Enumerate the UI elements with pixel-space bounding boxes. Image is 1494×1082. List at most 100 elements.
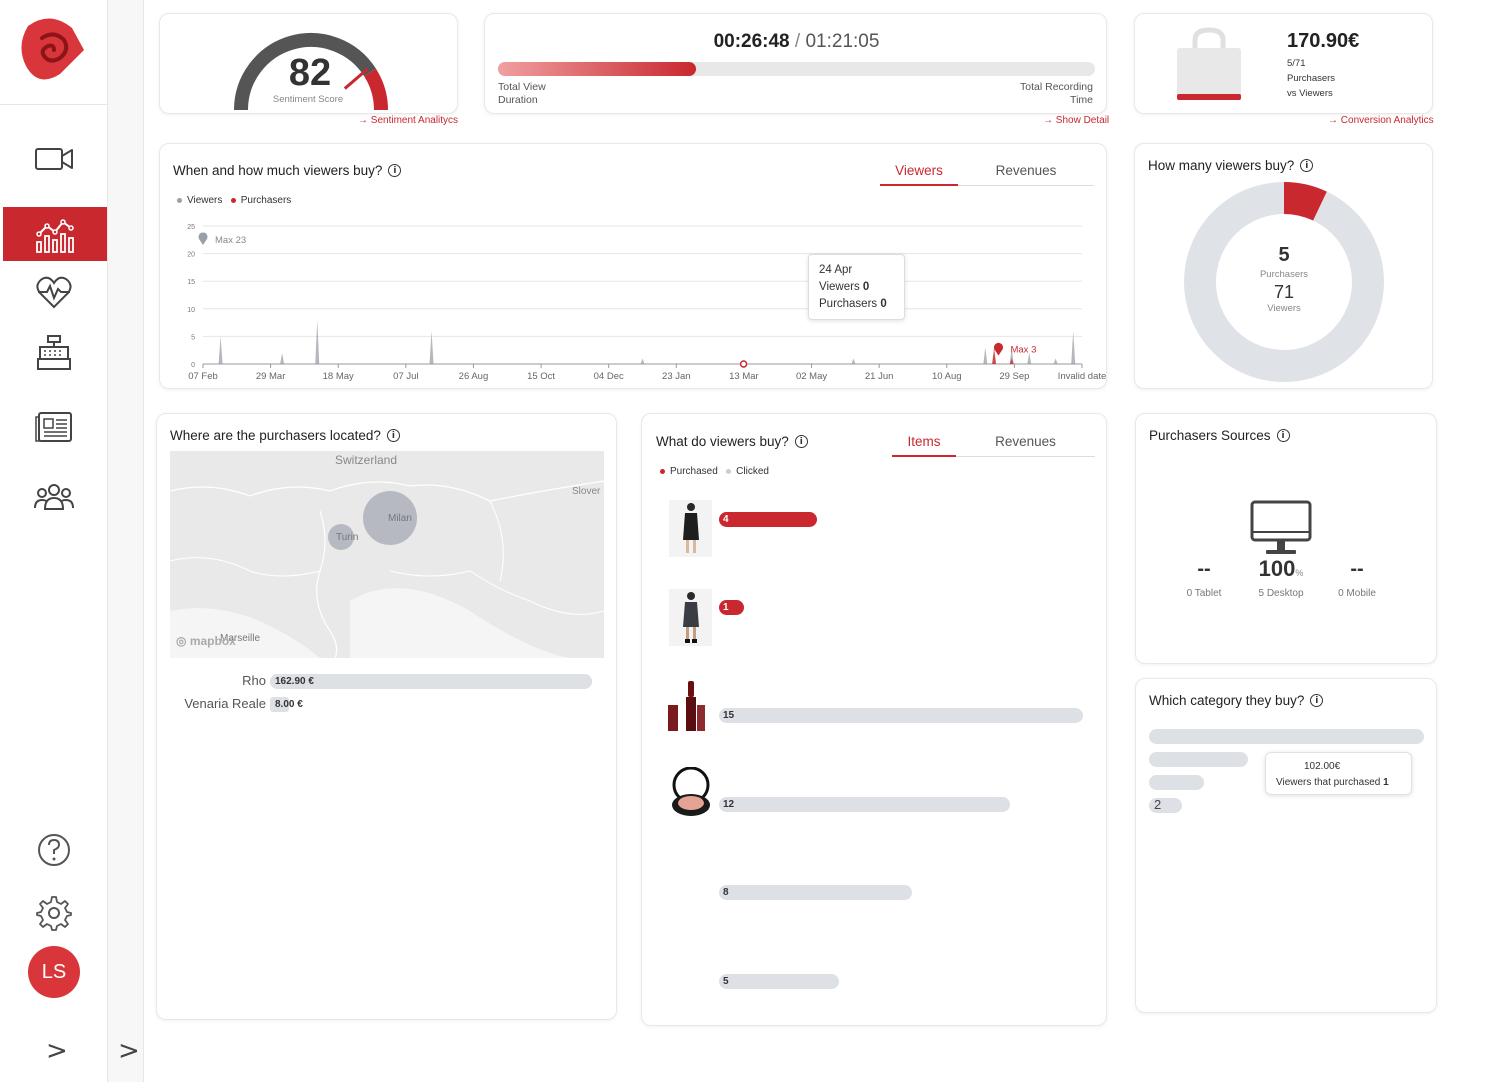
info-icon[interactable]: i (794, 435, 808, 448)
tab-item-revenues[interactable]: Revenues (995, 434, 1056, 449)
gauge-needle (343, 67, 369, 90)
x-tick-label: 07 Feb (188, 371, 218, 382)
product-image[interactable] (669, 589, 712, 646)
donut-purchasers-label: Purchasers (1259, 269, 1309, 280)
conversion-caption2: vs Viewers (1287, 88, 1333, 99)
blush-icon (672, 766, 710, 816)
purchasers-legend-dot (230, 197, 236, 203)
info-icon[interactable]: i (388, 164, 402, 177)
category-tooltip-count: 1 (1383, 777, 1389, 788)
show-detail-link[interactable]: → Show Detail (1043, 115, 1110, 126)
product-image[interactable] (669, 500, 712, 557)
viewers-spike (1071, 330, 1076, 364)
category-label: 2 (1154, 797, 1162, 812)
total-caption-line1: Total Recording (1020, 81, 1093, 93)
tab-viewers[interactable]: Viewers (880, 163, 958, 186)
info-icon[interactable]: i (386, 429, 400, 442)
view-duration-caption: Total View Duration (498, 81, 546, 106)
dress-black-icon (682, 502, 699, 553)
category-bar-fill (1149, 752, 1248, 767)
legend-clicked: Clicked (736, 466, 769, 477)
clicked-legend-dot (726, 468, 732, 474)
tablet-label: 0 Tablet (1186, 588, 1222, 599)
nav-video[interactable] (0, 132, 108, 186)
expand-sidebar-icon[interactable]: > (46, 1036, 68, 1066)
product-image[interactable] (670, 766, 712, 819)
desktop-label: 5 Desktop (1258, 588, 1304, 599)
milan-bubble[interactable] (363, 491, 417, 545)
nav-register[interactable] (0, 326, 108, 380)
x-tick-label: Invalid date (1058, 371, 1107, 382)
viewers-spike (1009, 347, 1014, 364)
item-count: 12 (723, 799, 735, 810)
item-count: 15 (723, 710, 735, 721)
conversion-link[interactable]: → Conversion Analytics (1328, 115, 1434, 126)
nav-settings[interactable] (0, 886, 108, 940)
viewers-spike (280, 352, 285, 364)
duration-readout: 00:26:48 / 01:21:05 (485, 31, 1108, 53)
y-tick-label: 20 (187, 252, 195, 259)
tooltip-viewers-label: Viewers (819, 281, 860, 293)
item-bar-track (719, 512, 1083, 527)
duration-progress-fill (498, 62, 696, 76)
category-tooltip: 102.00€ Viewers that purchased 1 (1265, 752, 1412, 795)
map-borders (170, 480, 604, 658)
location-city: Venaria Reale (184, 696, 266, 711)
nav-news[interactable] (0, 400, 108, 454)
location-bar-track (270, 674, 592, 689)
product-image[interactable] (666, 679, 706, 734)
view-duration: 00:26:48 (713, 31, 790, 52)
item-bar-fill (719, 600, 745, 615)
conversion-details: 5/71 Purchasers vs Viewers (1287, 56, 1335, 101)
sentiment-link[interactable]: → Sentiment Analitycs (358, 115, 459, 126)
users-icon (34, 484, 74, 510)
mobile-value: -- (1350, 558, 1364, 580)
desktop-icon (1250, 500, 1312, 554)
total-caption-line2: Time (1070, 93, 1093, 106)
secondary-strip: > (108, 0, 144, 1082)
when-buy-card: When and how much viewers buy? i Viewers … (159, 143, 1107, 389)
map-label-milan: Milan (388, 513, 412, 524)
nav-help[interactable] (0, 823, 108, 877)
conversion-caption1: Purchasers (1287, 73, 1336, 84)
viewers-spike (218, 336, 223, 364)
legend-viewers: Viewers (187, 195, 223, 206)
nav-users[interactable] (0, 472, 108, 526)
purchasers-spike (992, 347, 997, 364)
map-label-switzerland: Switzerland (335, 453, 398, 467)
max-purchasers-label: Max 3 (1010, 344, 1036, 355)
category-bar-fill (1149, 798, 1182, 813)
expand-panel-icon[interactable]: > (118, 1036, 140, 1066)
tooltip-purchasers-label: Purchasers (819, 298, 878, 310)
info-icon[interactable]: i (1310, 694, 1324, 707)
tab-items[interactable]: Items (892, 434, 956, 457)
what-buy-card: What do viewers buy? i Items Revenues Pur… (641, 413, 1107, 1026)
purchasers-map[interactable]: Switzerland Slover Milan Turin Marseille… (170, 451, 604, 658)
app-logo[interactable] (0, 0, 108, 105)
help-icon (38, 834, 70, 866)
tab-revenues[interactable]: Revenues (995, 163, 1057, 178)
item-count: 4 (723, 514, 729, 525)
item-bar-fill (719, 512, 818, 527)
map-label-marseille: Marseille (220, 633, 261, 644)
nav-health[interactable] (0, 266, 108, 320)
nav-analytics[interactable] (3, 207, 107, 261)
tooltip-date: 24 Apr (819, 264, 853, 276)
user-avatar[interactable]: LS (28, 946, 80, 998)
analytics-icon (36, 219, 74, 253)
donut-purchasers: 5 (1278, 244, 1290, 266)
info-icon[interactable]: i (1276, 429, 1290, 442)
tooltip-viewers-value: 0 (862, 281, 870, 293)
category-bar-track (1149, 752, 1424, 767)
duration-progress-track (498, 62, 1095, 76)
when-buy-title: When and how much viewers buy? i (173, 163, 402, 178)
info-icon[interactable]: i (1300, 159, 1314, 172)
location-city: Rho (242, 673, 266, 688)
total-duration-caption: Total Recording Time (1020, 81, 1093, 106)
viewers-spike (1053, 358, 1058, 364)
viewers-spike (851, 358, 856, 364)
y-tick-label: 10 (187, 307, 195, 314)
donut-viewers: 71 (1273, 282, 1295, 302)
turin-bubble[interactable] (328, 524, 354, 550)
desktop-unit: % (1295, 568, 1304, 578)
